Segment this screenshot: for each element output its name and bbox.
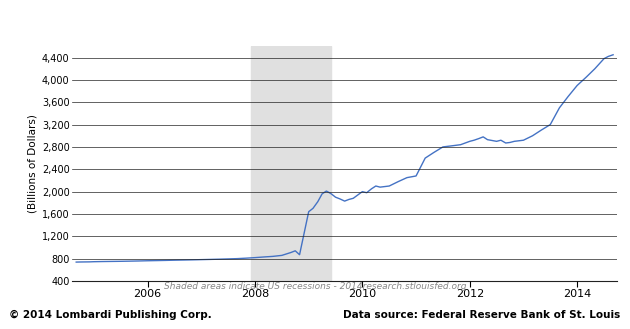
Text: Data source: Federal Reserve Bank of St. Louis: Data source: Federal Reserve Bank of St.… — [343, 310, 621, 319]
Text: ST. LOUIS ADJUSTED MONETARY BASE: ST. LOUIS ADJUSTED MONETARY BASE — [139, 10, 491, 28]
Text: Shaded areas indicate US recessions - 2014research.stlouisfed.org: Shaded areas indicate US recessions - 20… — [164, 282, 466, 291]
Bar — [251, 46, 331, 281]
Text: © 2014 Lombardi Publishing Corp.: © 2014 Lombardi Publishing Corp. — [9, 310, 212, 319]
Y-axis label: (Billions of Dollars): (Billions of Dollars) — [28, 114, 38, 213]
